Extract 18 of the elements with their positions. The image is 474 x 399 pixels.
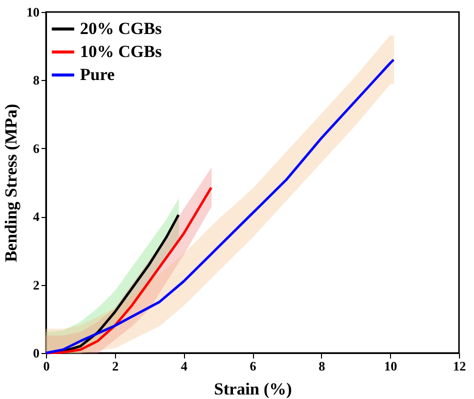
y-tick-label: 10 <box>26 4 40 20</box>
legend-label: 10% CGBs <box>80 42 162 61</box>
x-tick-label: 6 <box>250 358 257 374</box>
x-tick-label: 8 <box>318 358 326 374</box>
y-tick-label: 0 <box>33 346 40 360</box>
x-tick-label: 12 <box>453 358 466 374</box>
y-axis-title: Bending Stress (MPa) <box>2 104 20 262</box>
legend-label: Pure <box>80 65 116 84</box>
legend-label: 20% CGBs <box>80 19 162 38</box>
x-tick-label: 2 <box>112 358 119 374</box>
x-tick-label: 10 <box>384 358 398 374</box>
y-tick-label: 8 <box>33 72 40 88</box>
y-tick-label: 2 <box>33 277 40 292</box>
x-tick-label: 0 <box>43 358 50 374</box>
y-tick-label: 4 <box>33 209 40 224</box>
x-tick-label: 4 <box>180 358 188 374</box>
y-tick-label: 6 <box>33 140 40 156</box>
x-axis-title: Strain (%) <box>214 380 292 398</box>
